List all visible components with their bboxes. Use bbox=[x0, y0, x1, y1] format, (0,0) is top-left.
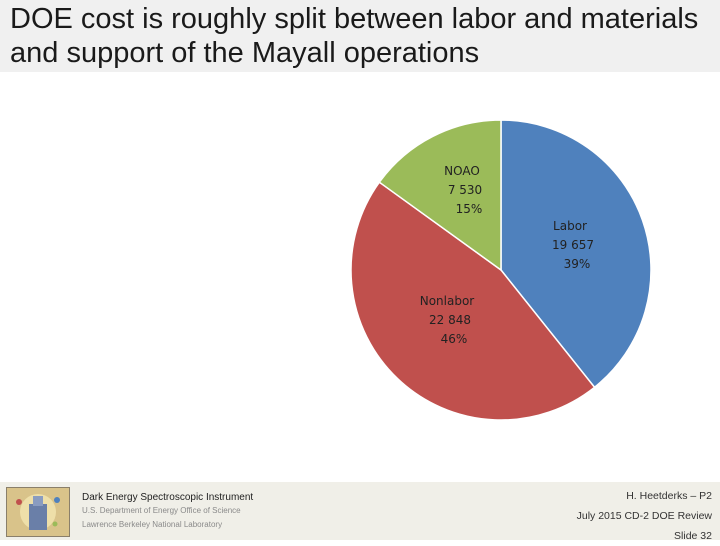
pie-label-noao: NOAO 7 530 15% bbox=[444, 164, 482, 216]
footer-right: H. Heetderks – P2 July 2015 CD-2 DOE Rev… bbox=[577, 486, 712, 546]
pie-slice-noao bbox=[378, 119, 502, 272]
footer-dept: U.S. Department of Energy Office of Scie… bbox=[82, 506, 241, 515]
footer-review: July 2015 CD-2 DOE Review bbox=[576, 510, 712, 522]
desi-logo bbox=[6, 487, 70, 537]
pie-label-nonlabor: Nonlabor 22 848 46% bbox=[420, 294, 475, 346]
footer-org: Dark Energy Spectroscopic Instrument bbox=[82, 492, 254, 503]
footer-band bbox=[0, 482, 720, 540]
pie-slice-nonlabor bbox=[350, 181, 596, 421]
slide-title: DOE cost is roughly split between labor … bbox=[10, 3, 699, 69]
footer-left: Dark Energy Spectroscopic Instrument U.S… bbox=[82, 492, 253, 531]
pie-label-labor: Labor 19 657 39% bbox=[552, 219, 594, 271]
title-band bbox=[0, 0, 720, 72]
footer-presenter: H. Heetderks – P2 bbox=[626, 490, 712, 502]
pie-slice-labor bbox=[500, 119, 652, 389]
footer-slide-number: Slide 32 bbox=[674, 530, 712, 542]
footer-lab: Lawrence Berkeley National Laboratory bbox=[82, 520, 223, 529]
